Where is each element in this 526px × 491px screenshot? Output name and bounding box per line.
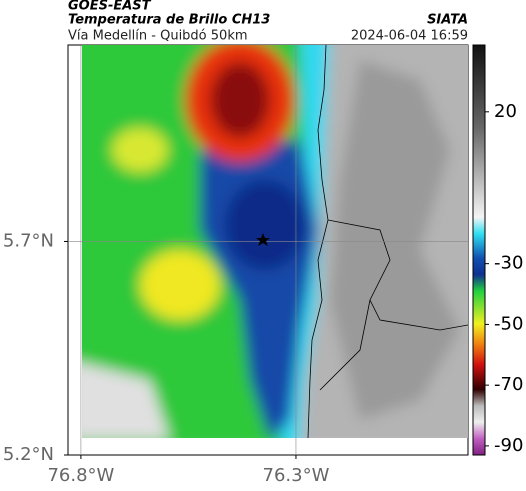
route-label: Vía Medellín - Quibdó 50km <box>68 29 248 44</box>
colorbar-tick-label: -70 <box>494 374 523 395</box>
colorbar-tick-label: -90 <box>494 435 523 456</box>
colorbar-tick-label: 20 <box>494 101 517 122</box>
source-title: GOES-EAST <box>68 0 152 14</box>
border-line <box>319 219 468 391</box>
y-tick-label: 5.7°N <box>3 230 54 251</box>
agency-label: SIATA <box>427 13 468 28</box>
cloud-yellow <box>140 250 220 320</box>
coastline <box>307 45 329 438</box>
timestamp: 2024-06-04 16:59 <box>351 29 468 44</box>
y-tick-label: 5.2°N <box>3 444 54 465</box>
colorbar-tick-label: -50 <box>494 313 523 334</box>
x-tick-label: 76.3°W <box>263 465 330 486</box>
product-title: Temperatura de Brillo CH13 <box>68 13 270 28</box>
colorbar-tick-label: -30 <box>494 253 523 274</box>
land-patch <box>330 60 460 420</box>
cloud-deep-blue <box>225 180 305 270</box>
location-marker <box>256 233 270 246</box>
colorbar <box>472 44 486 456</box>
x-tick-label: 76.8°W <box>47 465 114 486</box>
grid <box>68 45 468 455</box>
cloud-yellow <box>112 128 168 172</box>
brightness-field <box>82 45 468 438</box>
clear-corner <box>82 363 170 438</box>
cloud-core <box>210 62 270 138</box>
imagery <box>82 45 468 438</box>
